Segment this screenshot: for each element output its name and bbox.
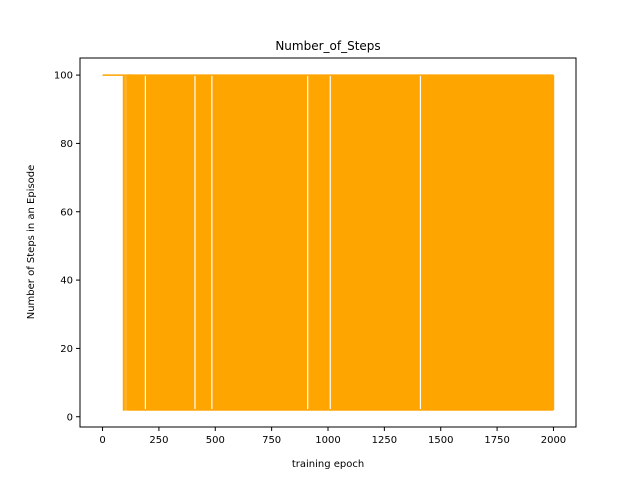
x-tick-label: 250 xyxy=(149,435,168,446)
y-axis: 0 20 40 60 80 100 xyxy=(54,71,80,423)
y-tick-label: 0 xyxy=(67,412,73,423)
x-tick-label: 1500 xyxy=(428,435,453,446)
y-tick-label: 60 xyxy=(60,207,73,218)
x-tick-label: 500 xyxy=(206,435,225,446)
series-0-oscillation-band xyxy=(212,75,308,410)
y-tick-label: 40 xyxy=(60,276,73,287)
x-axis: 0 250 500 750 1000 1250 1500 1750 2000 xyxy=(99,427,566,446)
series-0-oscillation-band xyxy=(308,75,330,410)
series-0-oscillation-band xyxy=(145,75,195,410)
y-axis-label: Number of Steps in an Episode xyxy=(26,165,37,320)
x-tick-label: 2000 xyxy=(541,435,566,446)
series-0-oscillation-band xyxy=(128,75,145,410)
y-tick-label: 100 xyxy=(54,71,73,82)
series-0-oscillation-band xyxy=(330,75,420,410)
x-tick-label: 750 xyxy=(262,435,281,446)
x-tick-label: 1000 xyxy=(315,435,340,446)
series-0-oscillation-band xyxy=(421,75,554,410)
x-tick-label: 1750 xyxy=(484,435,509,446)
y-tick-label: 80 xyxy=(60,139,73,150)
series-layer xyxy=(102,74,555,411)
series-0-oscillation-band xyxy=(195,75,212,410)
plot-area xyxy=(79,57,577,428)
x-tick-label: 0 xyxy=(99,435,105,446)
x-tick-label: 1250 xyxy=(372,435,397,446)
y-tick-label: 20 xyxy=(60,344,73,355)
series-0-line xyxy=(102,74,554,411)
chart-title: Number_of_Steps xyxy=(275,39,380,53)
x-axis-label: training epoch xyxy=(292,459,364,470)
